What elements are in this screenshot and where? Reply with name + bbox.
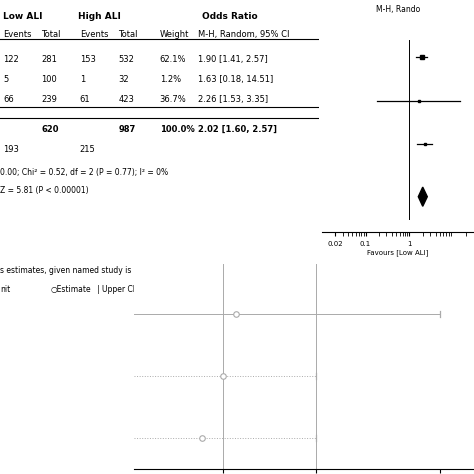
Text: Weight: Weight (160, 30, 189, 39)
Text: 36.7%: 36.7% (160, 95, 186, 104)
Text: 1: 1 (80, 75, 85, 84)
Polygon shape (418, 187, 427, 206)
Text: Odds Ratio: Odds Ratio (202, 11, 258, 20)
Text: 1.90 [1.41, 2.57]: 1.90 [1.41, 2.57] (198, 55, 268, 64)
Text: nit: nit (0, 284, 10, 293)
Text: 100.0%: 100.0% (160, 125, 194, 134)
Text: 66: 66 (3, 95, 14, 104)
Text: Total: Total (42, 30, 61, 39)
Text: 2.26 [1.53, 3.35]: 2.26 [1.53, 3.35] (198, 95, 268, 104)
Text: Total: Total (118, 30, 138, 39)
Text: 239: 239 (42, 95, 57, 104)
Text: 100: 100 (42, 75, 57, 84)
Text: 193: 193 (3, 146, 19, 155)
Text: 0.00; Chi² = 0.52, df = 2 (P = 0.77); I² = 0%: 0.00; Chi² = 0.52, df = 2 (P = 0.77); I²… (0, 168, 168, 177)
Text: High ALI: High ALI (78, 11, 120, 20)
Text: 281: 281 (42, 55, 57, 64)
Text: 532: 532 (118, 55, 134, 64)
Text: 61: 61 (80, 95, 91, 104)
Text: 153: 153 (80, 55, 96, 64)
Text: 620: 620 (42, 125, 59, 134)
Text: 1.2%: 1.2% (160, 75, 181, 84)
Text: 122: 122 (3, 55, 19, 64)
Text: M-H, Random, 95% CI: M-H, Random, 95% CI (198, 30, 290, 39)
Text: Z = 5.81 (P < 0.00001): Z = 5.81 (P < 0.00001) (0, 186, 89, 195)
Text: Events: Events (80, 30, 109, 39)
Text: 32: 32 (118, 75, 129, 84)
Text: M-H, Rando: M-H, Rando (376, 5, 420, 14)
Text: 987: 987 (118, 125, 136, 134)
Text: ○Estimate: ○Estimate (51, 284, 91, 293)
Text: s estimates, given named study is omitted: s estimates, given named study is omitte… (0, 266, 164, 275)
Text: 62.1%: 62.1% (160, 55, 186, 64)
Text: 5: 5 (3, 75, 9, 84)
Text: 423: 423 (118, 95, 134, 104)
Text: Low ALI: Low ALI (3, 11, 42, 20)
X-axis label: Favours [Low ALI]: Favours [Low ALI] (367, 249, 428, 256)
Text: 215: 215 (80, 146, 96, 155)
Text: 1.63 [0.18, 14.51]: 1.63 [0.18, 14.51] (198, 75, 273, 84)
Text: | Upper CI Limit: | Upper CI Limit (97, 284, 156, 293)
Text: Events: Events (3, 30, 32, 39)
Text: 2.02 [1.60, 2.57]: 2.02 [1.60, 2.57] (198, 125, 277, 134)
